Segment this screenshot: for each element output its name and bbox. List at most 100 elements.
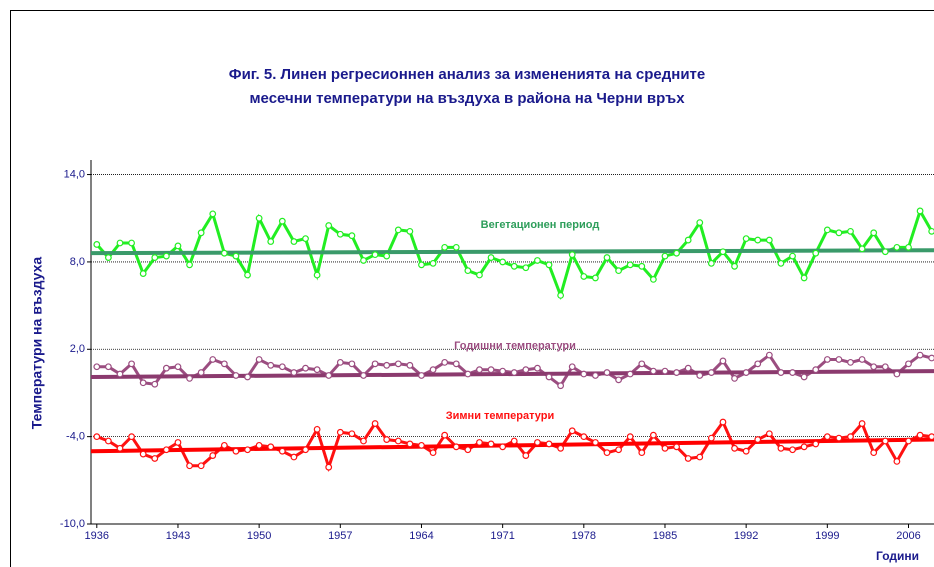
data-point: [499, 443, 507, 451]
y-tick-label: 2,0: [70, 343, 85, 355]
data-point: [406, 361, 414, 369]
data-point: [348, 232, 356, 240]
data-point: [812, 440, 820, 448]
data-point: [197, 462, 205, 470]
data-point: [336, 230, 344, 238]
data-point: [765, 351, 773, 359]
data-point: [789, 369, 796, 376]
chart-title: Фиг. 5. Линен регресионнен анализ за изм…: [229, 66, 705, 83]
data-point: [452, 443, 460, 451]
data-point: [151, 455, 159, 462]
data-point: [302, 446, 309, 454]
x-tick-label: 1999: [815, 530, 839, 542]
data-point: [313, 425, 321, 433]
data-point: [93, 363, 101, 371]
data-point: [360, 437, 367, 445]
data-point: [267, 443, 275, 451]
data-point: [348, 360, 356, 368]
data-point: [209, 210, 217, 218]
data-point: [812, 249, 820, 257]
data-point: [928, 354, 934, 362]
data-point: [174, 242, 182, 250]
data-point: [209, 356, 217, 363]
data-point: [186, 462, 193, 470]
data-point: [603, 449, 611, 457]
data-point: [580, 433, 588, 441]
data-point: [661, 252, 669, 260]
data-point: [893, 243, 901, 251]
data-point: [592, 439, 599, 446]
x-tick-label: 1971: [490, 530, 514, 542]
data-point: [255, 441, 263, 449]
series-label: Годишни температури: [454, 340, 576, 352]
y-tick-label: -4,0: [66, 431, 85, 443]
data-point: [870, 229, 878, 237]
data-point: [336, 358, 344, 366]
data-point: [626, 261, 634, 269]
data-point: [476, 366, 483, 374]
data-point: [244, 373, 251, 381]
data-point: [302, 364, 309, 372]
data-point: [290, 238, 298, 245]
data-point: [823, 356, 831, 363]
y-tick-label: 14,0: [64, 168, 85, 180]
data-point: [406, 440, 414, 448]
data-point: [603, 254, 611, 261]
data-point: [267, 361, 275, 369]
x-tick-label: 1957: [328, 530, 352, 542]
data-point: [441, 431, 449, 439]
data-point: [139, 450, 147, 458]
data-point: [383, 361, 391, 369]
data-point: [707, 259, 715, 267]
x-tick-label: 1985: [653, 530, 677, 542]
data-point: [441, 358, 449, 366]
data-point: [916, 351, 924, 359]
data-point: [568, 427, 576, 435]
data-point: [928, 227, 934, 235]
data-point: [916, 431, 924, 439]
data-point: [313, 366, 321, 374]
data-point: [534, 439, 541, 446]
data-point: [928, 433, 934, 441]
data-point: [603, 369, 611, 376]
data-point: [592, 372, 599, 379]
data-point: [313, 271, 321, 279]
data-point: [197, 229, 205, 237]
data-point: [510, 437, 518, 445]
data-point: [348, 430, 356, 438]
data-point: [684, 455, 692, 462]
data-point: [371, 360, 379, 368]
data-point: [812, 366, 820, 374]
data-point: [881, 437, 889, 445]
data-point: [754, 236, 762, 244]
data-point: [638, 360, 646, 368]
data-point: [174, 439, 182, 446]
data-point: [418, 441, 425, 449]
data-point: [452, 243, 460, 251]
data-point: [649, 431, 657, 439]
data-point: [835, 229, 843, 237]
data-point: [128, 239, 135, 247]
data-point: [893, 370, 901, 378]
x-tick-label: 1964: [409, 530, 433, 542]
data-point: [905, 243, 912, 251]
data-point: [128, 360, 135, 368]
data-point: [162, 364, 170, 372]
data-point: [800, 373, 808, 381]
data-point: [626, 433, 634, 441]
data-point: [835, 356, 843, 363]
data-point: [464, 267, 472, 275]
data-point: [383, 252, 391, 260]
data-point: [232, 372, 240, 379]
data-point: [777, 369, 785, 376]
data-point: [754, 360, 762, 368]
series-label: Вегетационен период: [481, 219, 600, 231]
data-point: [719, 248, 727, 256]
data-point: [823, 433, 831, 441]
data-point: [696, 219, 704, 227]
data-point: [232, 447, 240, 455]
data-point: [823, 226, 831, 234]
data-point: [499, 258, 507, 266]
data-point: [916, 207, 924, 215]
data-point: [870, 363, 878, 371]
